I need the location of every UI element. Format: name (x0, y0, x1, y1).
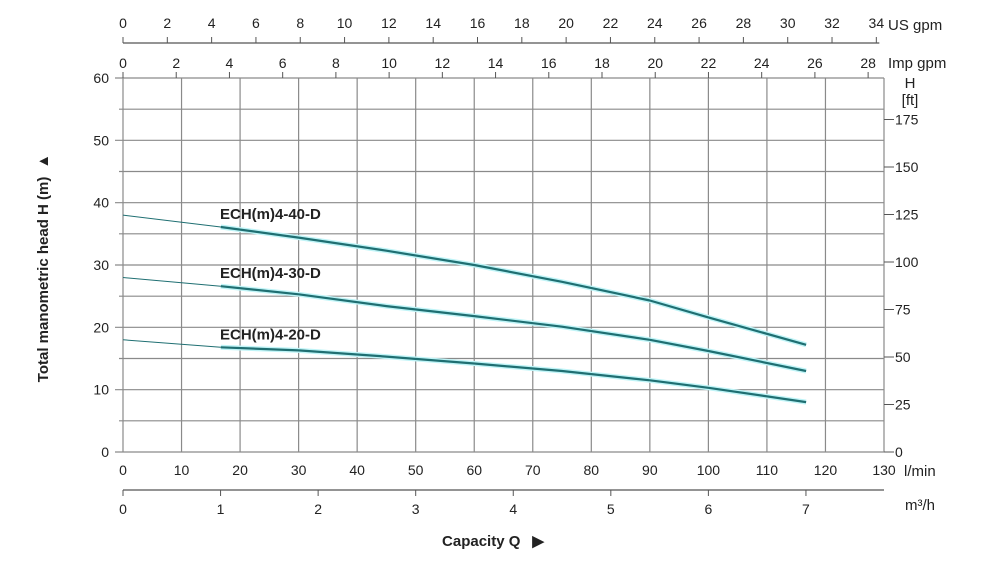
curve-extension (122, 339, 221, 348)
curve-extension (122, 214, 221, 228)
ft-tick-label: 150 (895, 159, 919, 175)
curves: ECH(m)4-40-D ECH(m)4-30-D ECH(m)4-20-D (122, 206, 807, 405)
ft-tick-label: 25 (895, 397, 911, 413)
us-gpm-tick-label: 22 (603, 15, 619, 31)
x-tick-label: 70 (525, 462, 541, 478)
x-tick-label: 40 (349, 462, 365, 478)
grid (115, 77, 885, 453)
curve-ECH(m)4-40-D (220, 225, 807, 346)
x-tick-label: 60 (466, 462, 482, 478)
us-gpm-tick-label: 12 (381, 15, 397, 31)
m3h-tick-label: 5 (607, 501, 615, 517)
x-tick-label: 0 (119, 462, 127, 478)
y-tick-label: 50 (93, 132, 109, 148)
ft-tick-label: 100 (895, 254, 919, 270)
m3h-unit-label: m³/h (905, 497, 935, 514)
us-gpm-tick-label: 24 (647, 15, 663, 31)
m3h-tick-label: 2 (314, 501, 322, 517)
m3h-tick-label: 4 (509, 501, 517, 517)
imp-gpm-tick-label: 6 (279, 55, 287, 71)
m3h-tick-label: 3 (412, 501, 420, 517)
imp-gpm-tick-label: 26 (807, 55, 823, 71)
us-gpm-tick-label: 14 (425, 15, 441, 31)
us-gpm-tick-label: 20 (558, 15, 574, 31)
x-tick-label: 10 (174, 462, 190, 478)
imp-gpm-tick-label: 16 (541, 55, 557, 71)
curve-extension (122, 277, 221, 287)
m3h-tick-label: 0 (119, 501, 127, 517)
us-gpm-tick-label: 18 (514, 15, 530, 31)
y-tick-label: 40 (93, 195, 109, 211)
us-gpm-tick-label: 4 (208, 15, 216, 31)
m3h-tick-label: 6 (704, 501, 712, 517)
ft-tick-label: 0 (895, 444, 903, 460)
us-gpm-tick-label: 0 (119, 15, 127, 31)
x-tick-label: 100 (697, 462, 721, 478)
x-tick-label: 110 (756, 462, 779, 478)
imp-gpm-tick-label: 10 (381, 55, 397, 71)
imp-gpm-tick-label: 4 (226, 55, 234, 71)
x-arrow-icon: ▶ (531, 533, 545, 550)
us-gpm-tick-label: 8 (296, 15, 304, 31)
x-tick-label: 130 (872, 462, 896, 478)
m3h-tick-label: 1 (217, 501, 225, 517)
ft-axis-title: H (905, 75, 916, 92)
us-gpm-tick-label: 30 (780, 15, 796, 31)
y-tick-label: 10 (93, 382, 109, 398)
ft-tick-label: 175 (895, 112, 919, 128)
x-unit-label: l/min (904, 463, 936, 480)
x-tick-label: 50 (408, 462, 424, 478)
curve-ECH(m)4-30-D (220, 285, 807, 373)
y-tick-label: 0 (101, 444, 109, 460)
imp-gpm-tick-label: 0 (119, 55, 127, 71)
us-gpm-tick-label: 10 (337, 15, 353, 31)
imp-gpm-tick-label: 8 (332, 55, 340, 71)
m3h-tick-label: 7 (802, 501, 810, 517)
series-label: ECH(m)4-20-D (220, 326, 321, 343)
imp-gpm-tick-label: 12 (435, 55, 451, 71)
us-gpm-tick-label: 6 (252, 15, 260, 31)
us-gpm-tick-label: 28 (736, 15, 752, 31)
us-gpm-tick-label: 2 (163, 15, 171, 31)
y-tick-label: 20 (93, 319, 109, 335)
ft-tick-label: 50 (895, 349, 911, 365)
series-label: ECH(m)4-30-D (220, 265, 321, 282)
y-tick-label: 60 (93, 70, 109, 86)
y-axis-label: Total manometric head H (m)▲ (35, 154, 52, 382)
imp-gpm-tick-label: 18 (594, 55, 610, 71)
us-gpm-tick-label: 34 (869, 15, 885, 31)
x-tick-label: 120 (814, 462, 838, 478)
us-gpm-tick-label: 16 (470, 15, 486, 31)
x-axis-label: Capacity Q ▶ (442, 533, 545, 550)
x-tick-label: 20 (232, 462, 248, 478)
y-arrow-icon: ▲ (35, 154, 52, 169)
x-tick-label: 90 (642, 462, 658, 478)
imp-gpm-unit-label: Imp gpm (888, 55, 946, 72)
ft-tick-label: 75 (895, 302, 911, 318)
y-tick-label: 30 (93, 257, 109, 273)
imp-gpm-tick-label: 24 (754, 55, 770, 71)
curve-ECH(m)4-20-D (220, 346, 807, 404)
us-gpm-tick-label: 26 (691, 15, 707, 31)
x-tick-label: 80 (584, 462, 600, 478)
ft-tick-label: 125 (895, 207, 919, 223)
imp-gpm-tick-label: 28 (860, 55, 876, 71)
us-gpm-tick-label: 32 (824, 15, 840, 31)
ft-unit-label: [ft] (902, 92, 919, 109)
us-gpm-unit-label: US gpm (888, 17, 942, 34)
imp-gpm-tick-label: 22 (701, 55, 717, 71)
x-tick-label: 30 (291, 462, 307, 478)
imp-gpm-tick-label: 2 (172, 55, 180, 71)
imp-gpm-tick-label: 20 (647, 55, 663, 71)
series-label: ECH(m)4-40-D (220, 206, 321, 223)
imp-gpm-tick-label: 14 (488, 55, 504, 71)
